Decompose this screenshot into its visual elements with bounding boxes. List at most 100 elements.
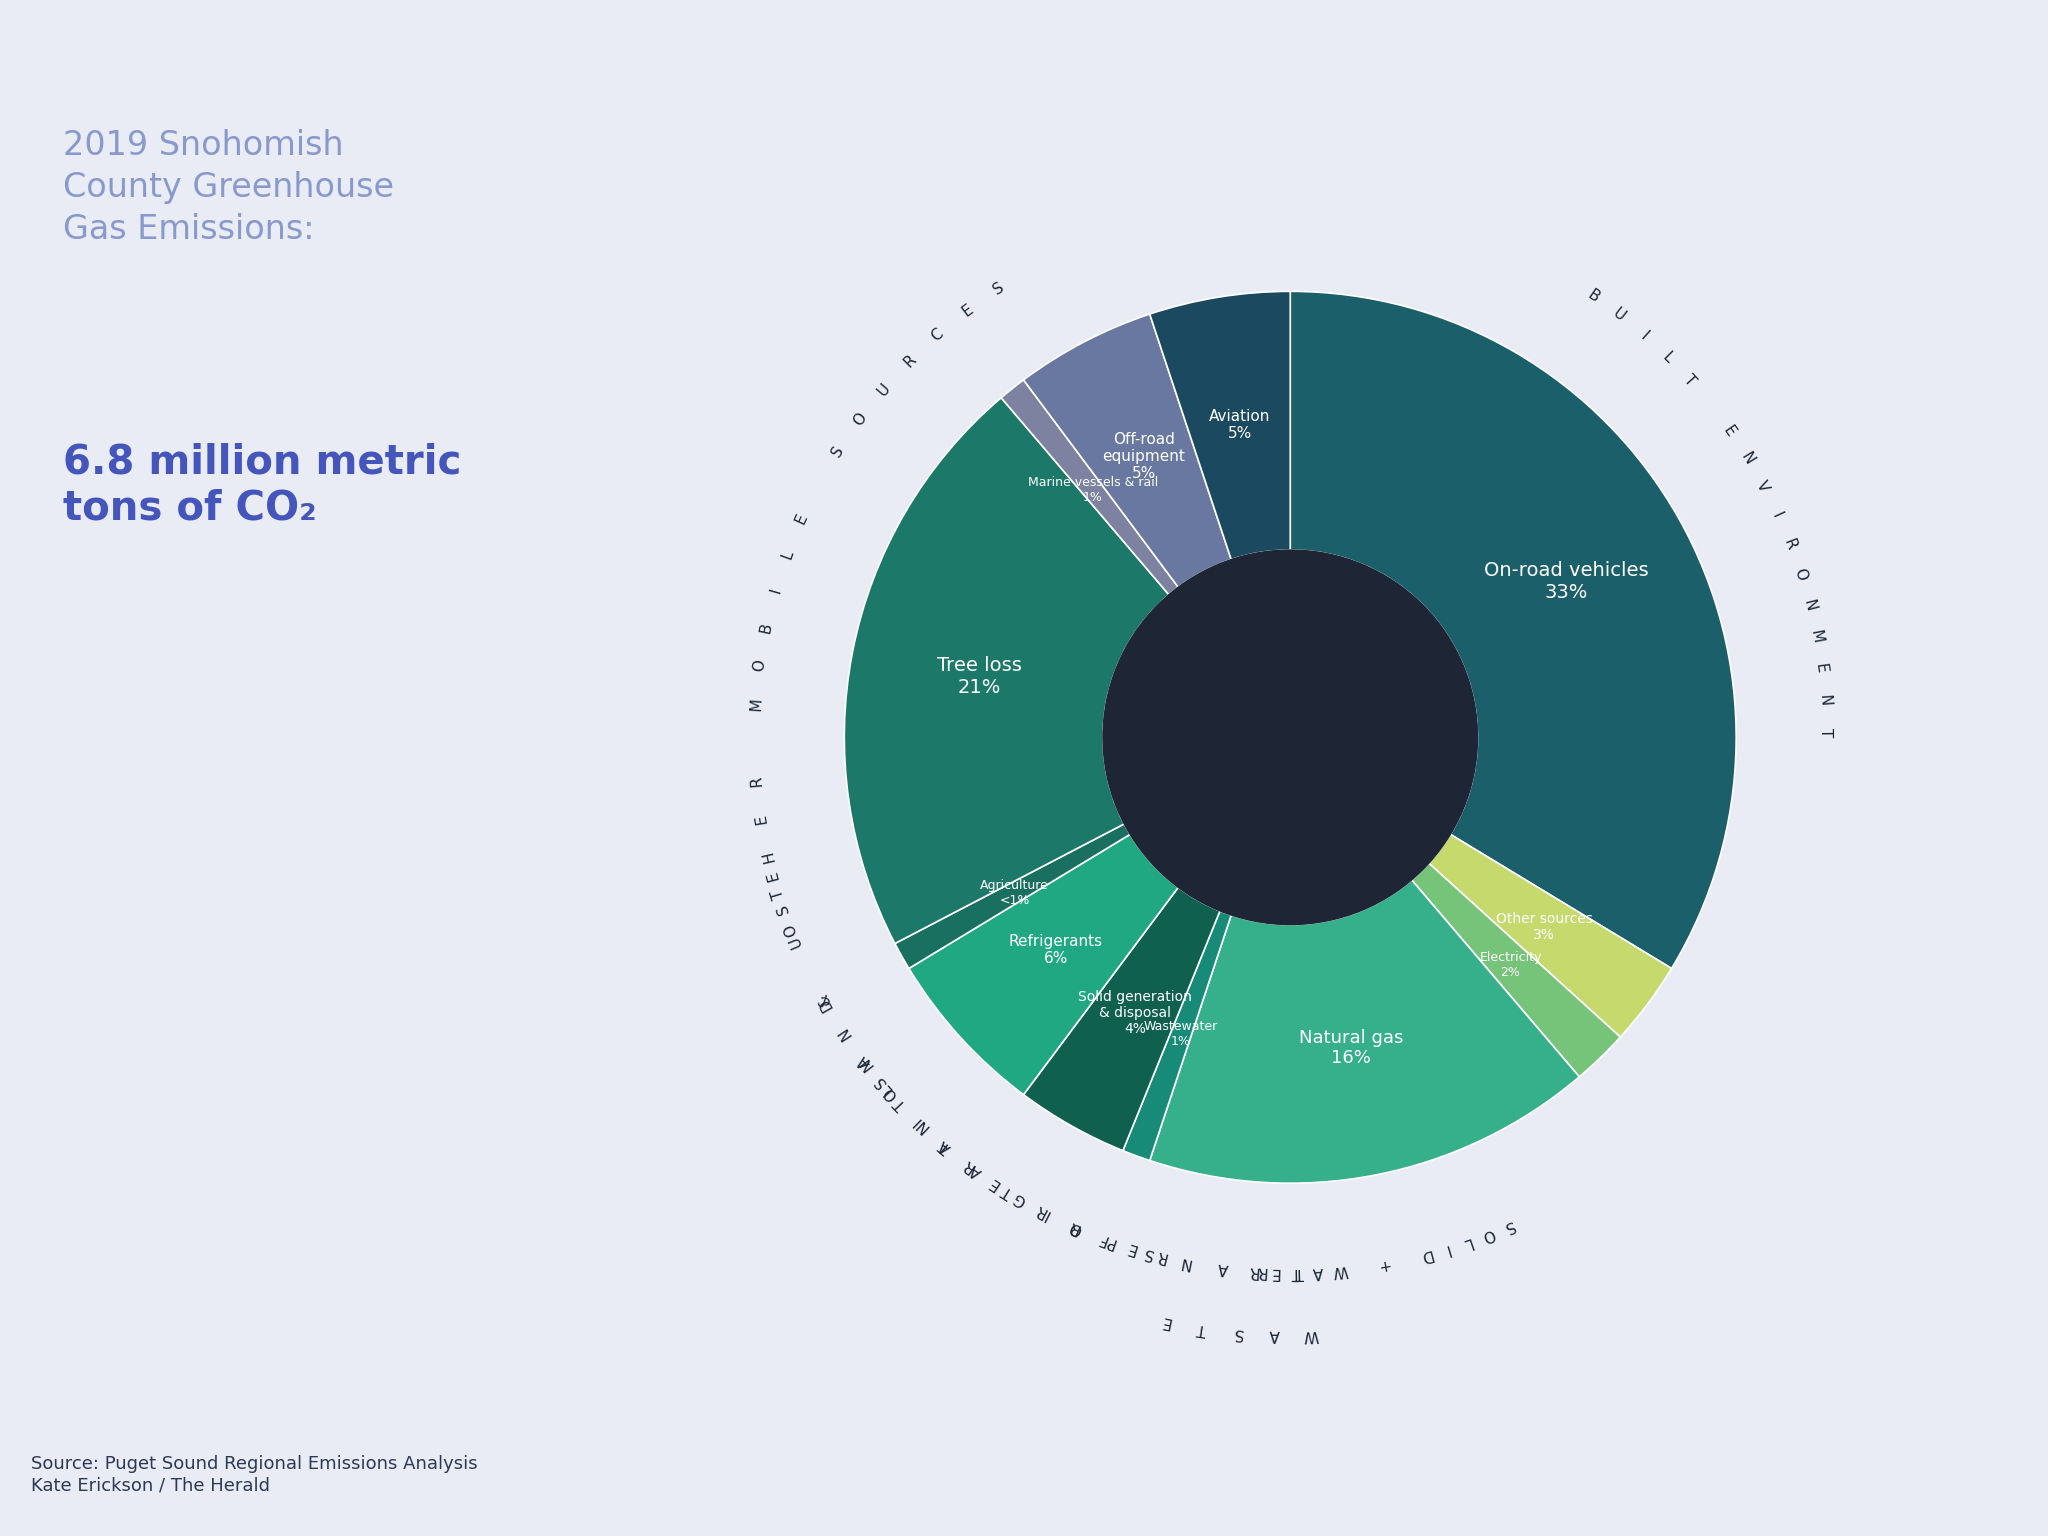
Text: R: R — [1032, 1201, 1049, 1220]
Text: O: O — [850, 410, 868, 429]
Text: Aviation
5%: Aviation 5% — [1208, 409, 1270, 441]
Wedge shape — [895, 823, 1130, 969]
Wedge shape — [1122, 911, 1231, 1161]
Text: T: T — [770, 888, 786, 900]
Text: E: E — [754, 813, 770, 825]
Text: R: R — [901, 352, 920, 370]
Text: O: O — [1479, 1226, 1497, 1244]
Wedge shape — [1149, 292, 1290, 559]
Text: B: B — [1585, 287, 1602, 306]
Text: A: A — [967, 1161, 985, 1180]
Text: R: R — [1255, 1264, 1268, 1279]
Text: 2019 Snohomish
County Greenhouse
Gas Emissions:: 2019 Snohomish County Greenhouse Gas Emi… — [63, 129, 395, 246]
Text: N: N — [1800, 598, 1817, 613]
Text: S: S — [774, 902, 793, 915]
Text: U: U — [874, 381, 893, 398]
Text: 6.8 million metric
tons of CO₂: 6.8 million metric tons of CO₂ — [63, 442, 463, 528]
Text: E: E — [764, 869, 782, 882]
Text: S: S — [1501, 1218, 1516, 1235]
Text: U: U — [1610, 306, 1628, 324]
Text: E: E — [1270, 1264, 1280, 1279]
Text: S: S — [991, 280, 1008, 298]
Wedge shape — [1290, 292, 1737, 969]
Wedge shape — [1001, 379, 1178, 594]
Text: B: B — [758, 622, 774, 634]
Text: A: A — [936, 1137, 954, 1155]
Wedge shape — [1024, 313, 1231, 587]
Text: M: M — [1806, 630, 1825, 645]
Text: W: W — [1303, 1327, 1319, 1342]
Text: E: E — [1720, 422, 1739, 439]
Text: T: T — [1681, 372, 1698, 390]
Text: L: L — [1460, 1233, 1475, 1250]
Text: &: & — [815, 991, 834, 1008]
Text: T: T — [1294, 1264, 1305, 1279]
Text: Off-road
equipment
5%: Off-road equipment 5% — [1102, 432, 1186, 481]
Text: +: + — [1376, 1256, 1391, 1273]
Text: L: L — [778, 548, 797, 561]
Text: N: N — [1178, 1253, 1192, 1270]
Circle shape — [1104, 550, 1477, 925]
Wedge shape — [1411, 863, 1620, 1077]
Text: W: W — [1331, 1263, 1348, 1278]
Text: L: L — [1659, 349, 1675, 366]
Text: T: T — [1292, 1264, 1300, 1279]
Text: E: E — [1159, 1313, 1171, 1330]
Text: M: M — [748, 697, 764, 711]
Text: D: D — [817, 995, 836, 1012]
Text: On-road vehicles
33%: On-road vehicles 33% — [1485, 562, 1649, 602]
Text: C: C — [928, 326, 946, 344]
Text: Refrigerants
6%: Refrigerants 6% — [1010, 934, 1104, 966]
Text: Marine vessels & rail
1%: Marine vessels & rail 1% — [1028, 476, 1157, 504]
Text: T: T — [1819, 728, 1833, 737]
Text: E: E — [958, 301, 975, 319]
Text: I: I — [909, 1114, 924, 1127]
Text: F: F — [1096, 1230, 1110, 1247]
Text: R: R — [1780, 536, 1798, 551]
Text: R: R — [1247, 1263, 1260, 1279]
Text: E: E — [1812, 664, 1829, 674]
Wedge shape — [909, 834, 1178, 1095]
Text: N: N — [856, 1054, 874, 1072]
Text: S: S — [1141, 1244, 1155, 1261]
Text: S: S — [829, 442, 848, 459]
Text: T: T — [938, 1138, 954, 1155]
Text: O: O — [881, 1083, 899, 1103]
Text: I: I — [1442, 1241, 1452, 1256]
Text: E: E — [793, 511, 811, 527]
Text: V: V — [1753, 478, 1772, 495]
Text: H: H — [760, 849, 776, 863]
Wedge shape — [1430, 834, 1671, 1037]
Text: O: O — [752, 659, 768, 673]
Text: A: A — [1217, 1260, 1229, 1276]
Text: Wastewater
1%: Wastewater 1% — [1143, 1020, 1219, 1049]
Text: N: N — [1817, 694, 1833, 707]
Text: Agriculture
<1%: Agriculture <1% — [979, 879, 1049, 906]
Text: O: O — [782, 922, 801, 938]
Text: Other sources
3%: Other sources 3% — [1495, 911, 1593, 942]
Text: Tree loss
21%: Tree loss 21% — [938, 656, 1022, 697]
Text: R: R — [750, 774, 764, 786]
Text: I: I — [1636, 329, 1651, 343]
Text: Natural gas
16%: Natural gas 16% — [1298, 1029, 1403, 1068]
Text: T: T — [999, 1183, 1016, 1201]
Text: N: N — [1737, 450, 1757, 467]
Text: S: S — [1233, 1324, 1243, 1341]
Text: A: A — [1270, 1327, 1280, 1342]
Text: E: E — [1124, 1240, 1139, 1256]
Text: T: T — [1196, 1319, 1208, 1336]
Text: R: R — [1153, 1247, 1167, 1266]
Text: S: S — [872, 1072, 889, 1091]
Wedge shape — [1149, 880, 1579, 1183]
Text: O: O — [1067, 1218, 1083, 1236]
Wedge shape — [844, 398, 1169, 943]
Text: L: L — [879, 1080, 895, 1097]
Text: N: N — [913, 1117, 932, 1135]
Text: P: P — [1104, 1233, 1118, 1250]
Text: I: I — [1040, 1206, 1053, 1221]
Text: E: E — [985, 1174, 1001, 1192]
Text: G: G — [1012, 1189, 1028, 1209]
Text: A: A — [856, 1052, 874, 1071]
Text: T: T — [893, 1095, 909, 1112]
Text: I: I — [1769, 510, 1784, 521]
